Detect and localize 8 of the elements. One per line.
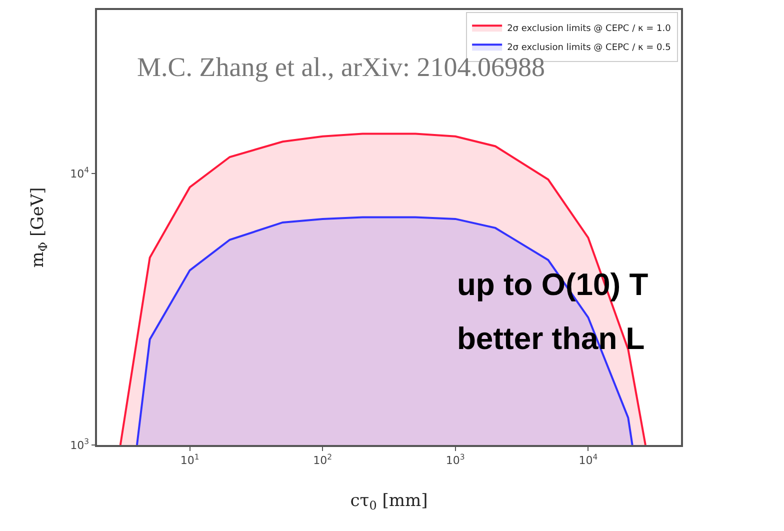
x-tick-label: 10$^{2}$ [313,452,332,467]
annotation: M.C. Zhang et al., arXiv: 2104.06988 [137,52,545,82]
x-tick-label: 10$^{3}$ [446,452,465,467]
legend-label: 2σ exclusion limits @ CEPC / κ = 1.0 [507,24,672,34]
legend-label: 2σ exclusion limits @ CEPC / κ = 0.5 [507,43,671,54]
x-tick-label: 10$^{4}$ [578,452,598,467]
x-tick-label: 10$^{1}$ [180,452,200,467]
x-axis-title: cτ$_{0}$ [mm] [350,490,428,512]
